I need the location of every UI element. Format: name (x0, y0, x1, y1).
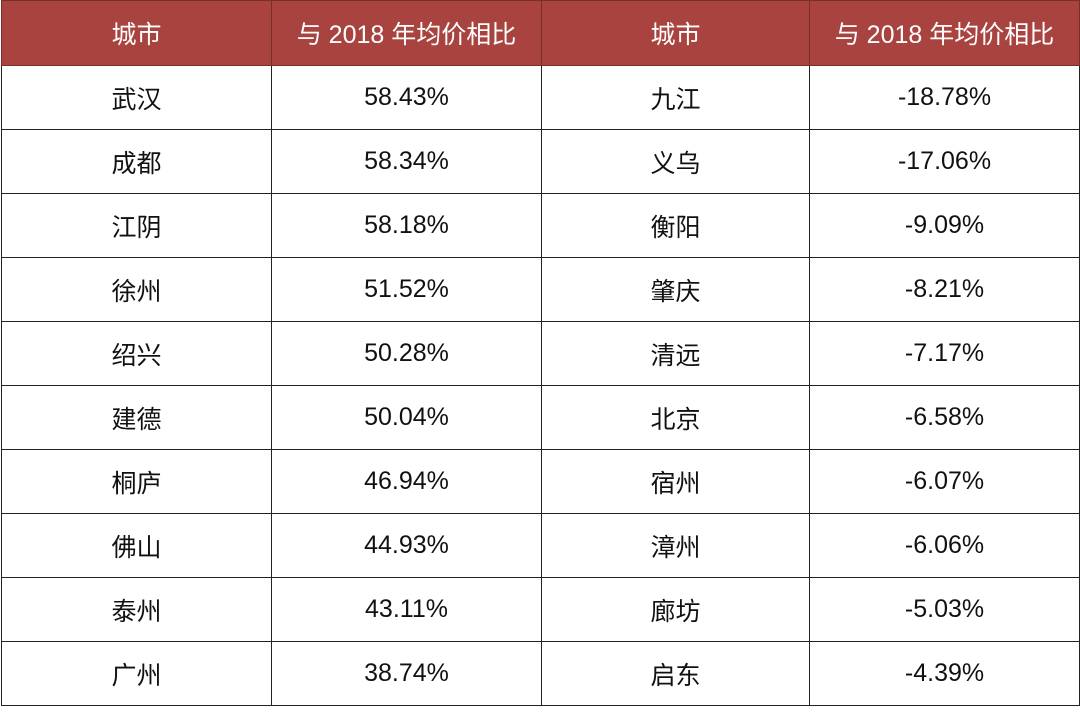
change-cell: 58.34% (271, 129, 542, 194)
change-cell: -5.03% (809, 577, 1080, 642)
city-cell: 启东 (541, 641, 810, 706)
table-header: 城市与 2018 年均价相比 城市与 2018 年均价相比 (1, 0, 1080, 66)
table-row: 绍兴 50.28% 清远 -7.17% (1, 321, 1080, 386)
table-body: 武汉 58.43% 九江 -18.78% 成都 58.34% 义乌 -17.06% 江阴 58.1… (1, 65, 1080, 706)
change-cell: 50.28% (271, 321, 542, 386)
table-row: 泰州 43.11% 廊坊 -5.03% (1, 577, 1080, 642)
city-cell: 成都 (1, 129, 272, 194)
table-row: 广州 38.74% 启东 -4.39% (1, 641, 1080, 706)
city-cell: 江阴 (1, 193, 272, 258)
table-row: 江阴 58.18% 衡阳 -9.09% (1, 193, 1080, 258)
city-cell: 徐州 (1, 257, 272, 322)
table-row: 武汉 58.43% 九江 -18.78% (1, 65, 1080, 130)
header-row: 城市与 2018 年均价相比 城市与 2018 年均价相比 (1, 0, 1080, 66)
city-cell: 武汉 (1, 65, 272, 130)
change-cell: 58.18% (271, 193, 542, 258)
change-cell: 51.52% (271, 257, 542, 322)
city-cell: 宿州 (541, 449, 810, 514)
city-cell: 桐庐 (1, 449, 272, 514)
change-cell: -18.78% (809, 65, 1080, 130)
change-cell: -6.58% (809, 385, 1080, 450)
change-cell: 58.43% (271, 65, 542, 130)
city-cell: 北京 (541, 385, 810, 450)
change-cell: -8.21% (809, 257, 1080, 322)
header-cell: 与 2018 年均价相比 (271, 0, 542, 66)
change-cell: -6.07% (809, 449, 1080, 514)
table-row: 佛山 44.93% 漳州 -6.06% (1, 513, 1080, 578)
change-cell: 43.11% (271, 577, 542, 642)
change-cell: 44.93% (271, 513, 542, 578)
change-cell: -4.39% (809, 641, 1080, 706)
change-cell: -17.06% (809, 129, 1080, 194)
city-cell: 漳州 (541, 513, 810, 578)
table-row: 成都 58.34% 义乌 -17.06% (1, 129, 1080, 194)
change-cell: -9.09% (809, 193, 1080, 258)
city-cell: 衡阳 (541, 193, 810, 258)
change-cell: -7.17% (809, 321, 1080, 386)
table-row: 桐庐 46.94% 宿州 -6.07% (1, 449, 1080, 514)
table-row: 建德 50.04% 北京 -6.58% (1, 385, 1080, 450)
change-cell: -6.06% (809, 513, 1080, 578)
city-cell: 肇庆 (541, 257, 810, 322)
city-cell: 廊坊 (541, 577, 810, 642)
city-cell: 九江 (541, 65, 810, 130)
city-cell: 义乌 (541, 129, 810, 194)
change-cell: 46.94% (271, 449, 542, 514)
city-cell: 广州 (1, 641, 272, 706)
city-cell: 佛山 (1, 513, 272, 578)
header-cell: 与 2018 年均价相比 (809, 0, 1080, 66)
header-cell: 城市 (541, 0, 810, 66)
city-cell: 建德 (1, 385, 272, 450)
change-cell: 38.74% (271, 641, 542, 706)
change-cell: 50.04% (271, 385, 542, 450)
city-cell: 泰州 (1, 577, 272, 642)
table-row: 徐州 51.52% 肇庆 -8.21% (1, 257, 1080, 322)
city-cell: 清远 (541, 321, 810, 386)
city-cell: 绍兴 (1, 321, 272, 386)
header-cell: 城市 (1, 0, 272, 66)
